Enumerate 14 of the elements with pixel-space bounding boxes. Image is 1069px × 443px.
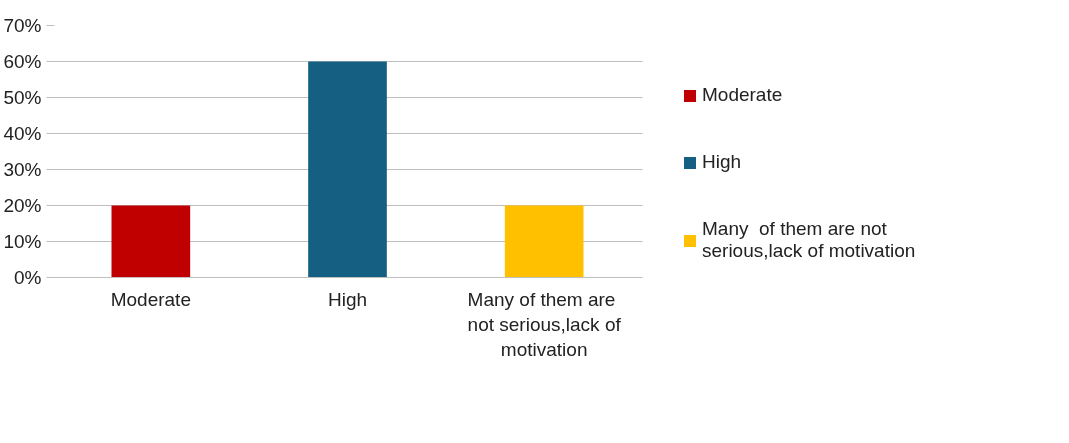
legend-label: Many of them are not serious,lack of motivation — [702, 218, 916, 262]
y-tick-label: 70% — [3, 15, 42, 36]
y-tick-label: 10% — [3, 231, 42, 252]
y-tick-label: 20% — [3, 195, 42, 216]
legend-label: Moderate — [702, 84, 783, 106]
x-tick-label: Moderate — [110, 288, 191, 310]
y-tick-label: 0% — [14, 267, 42, 288]
y-tick-label: 40% — [3, 123, 42, 144]
x-tick-label: Many of them are not serious,lack of motivation — [467, 288, 622, 360]
y-tick-label: 50% — [3, 87, 42, 108]
x-tick-label: High — [327, 288, 368, 310]
legend-label: High — [702, 151, 742, 173]
y-tick-label: 30% — [3, 159, 42, 180]
y-tick-label: 60% — [3, 51, 42, 72]
